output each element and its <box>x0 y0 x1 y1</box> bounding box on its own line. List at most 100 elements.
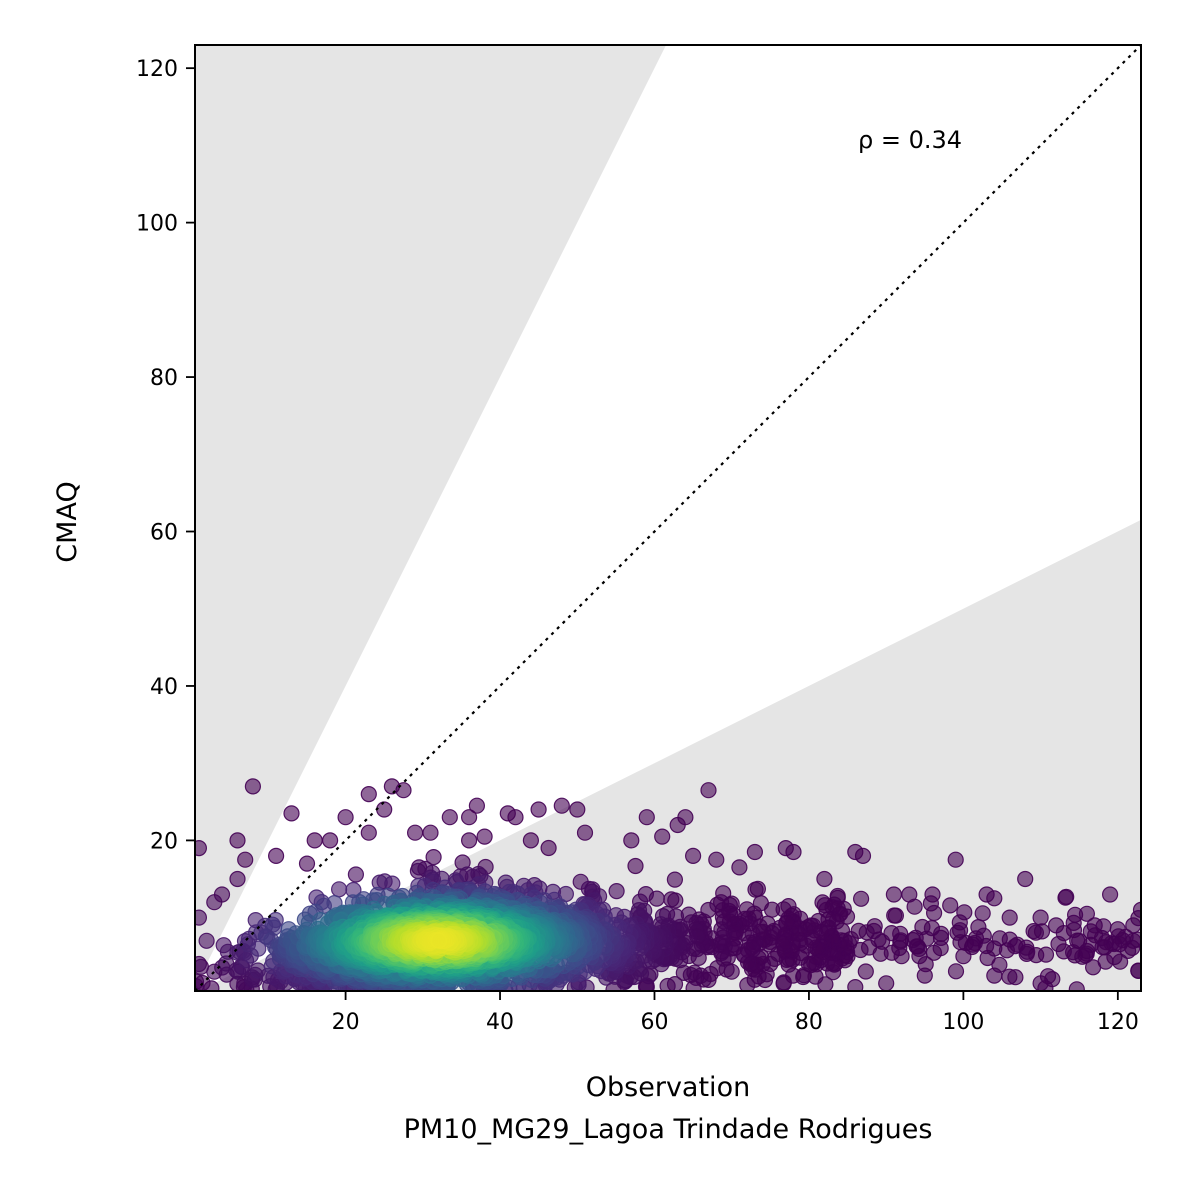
data-point <box>1017 870 1034 888</box>
data-point <box>852 890 870 907</box>
data-point <box>847 979 864 991</box>
data-point <box>700 782 717 799</box>
data-point <box>422 824 439 841</box>
data-point <box>461 809 478 826</box>
data-point <box>974 905 991 922</box>
x-axis-sublabel: PM10_MG29_Lagoa Trindade Rodrigues <box>404 1114 933 1145</box>
data-point <box>360 785 377 803</box>
data-point <box>854 847 872 865</box>
y-tick-label: 100 <box>136 212 178 237</box>
data-point <box>1025 922 1042 940</box>
data-point <box>978 886 995 903</box>
shaded-region-upper <box>195 45 667 988</box>
data-point <box>654 828 671 845</box>
data-point <box>775 974 792 991</box>
data-point <box>407 824 424 841</box>
data-point <box>684 847 702 865</box>
data-point <box>1068 981 1085 991</box>
data-point <box>608 882 625 900</box>
data-point <box>360 824 377 841</box>
data-point <box>663 891 680 908</box>
data-point <box>540 839 557 857</box>
correlation-annotation: ρ = 0.34 <box>858 126 962 154</box>
data-point <box>244 778 261 795</box>
data-point <box>195 955 207 973</box>
data-point <box>906 898 923 915</box>
data-point <box>430 932 447 949</box>
data-point <box>816 870 833 888</box>
y-axis-label: CMAQ <box>52 481 83 562</box>
data-point <box>638 809 655 826</box>
data-point <box>461 832 478 849</box>
data-point <box>249 962 266 979</box>
data-point <box>283 805 300 822</box>
data-point <box>237 851 254 868</box>
data-point <box>1001 968 1018 985</box>
data-point <box>955 948 972 965</box>
x-tick-label: 100 <box>942 1010 984 1035</box>
data-point <box>569 801 586 818</box>
data-point <box>376 801 393 818</box>
data-point <box>1047 917 1065 934</box>
data-point <box>250 940 267 957</box>
data-point <box>1001 909 1018 926</box>
data-point <box>322 832 339 849</box>
data-point <box>1084 959 1102 976</box>
data-point <box>623 832 640 849</box>
data-point <box>331 881 348 898</box>
data-point <box>206 894 223 911</box>
data-point <box>576 824 594 841</box>
data-point <box>942 897 959 914</box>
data-point <box>669 816 686 834</box>
y-tick-label: 60 <box>150 521 178 546</box>
data-point <box>268 847 285 865</box>
data-point <box>441 809 458 826</box>
data-point <box>468 797 485 814</box>
data-point <box>425 848 442 866</box>
data-point <box>857 963 874 980</box>
data-point <box>530 801 547 818</box>
data-point <box>1050 935 1067 953</box>
data-point <box>746 843 764 861</box>
x-tick-label: 60 <box>640 1010 668 1035</box>
data-point <box>659 977 676 991</box>
x-tick-label: 80 <box>795 1010 823 1035</box>
data-point <box>925 904 943 922</box>
x-tick-label: 40 <box>486 1010 514 1035</box>
data-point <box>947 963 965 980</box>
data-point <box>507 809 524 826</box>
data-point <box>1130 962 1141 979</box>
data-point <box>947 851 964 868</box>
data-point <box>347 866 364 883</box>
data-point <box>785 843 802 861</box>
x-axis-label: Observation <box>586 1072 750 1103</box>
data-point <box>553 797 570 814</box>
data-point <box>1032 909 1049 926</box>
data-point <box>306 832 323 849</box>
data-point <box>885 886 903 903</box>
data-point <box>949 924 966 941</box>
y-tick-label: 40 <box>150 675 178 700</box>
data-point <box>229 870 246 888</box>
x-tick-label: 20 <box>332 1010 360 1035</box>
data-point <box>1101 886 1119 903</box>
data-point <box>195 909 207 926</box>
data-point <box>229 832 246 849</box>
identity-line-layer <box>195 45 1141 991</box>
data-point <box>195 840 207 857</box>
y-axis-ticks: 20 40 60 80 100 120 <box>136 57 195 854</box>
data-point <box>337 809 354 826</box>
y-tick-label: 80 <box>150 366 178 391</box>
one-to-one-line <box>195 45 1141 991</box>
data-point <box>1057 889 1074 906</box>
data-point <box>298 855 316 872</box>
data-point <box>886 907 903 924</box>
data-point <box>395 782 412 799</box>
data-point <box>476 828 493 845</box>
x-axis-ticks: 20 40 60 80 100 120 <box>332 991 1139 1035</box>
data-point <box>878 975 895 991</box>
data-point <box>666 871 684 888</box>
y-tick-label: 120 <box>136 57 178 82</box>
data-points <box>195 778 1141 991</box>
